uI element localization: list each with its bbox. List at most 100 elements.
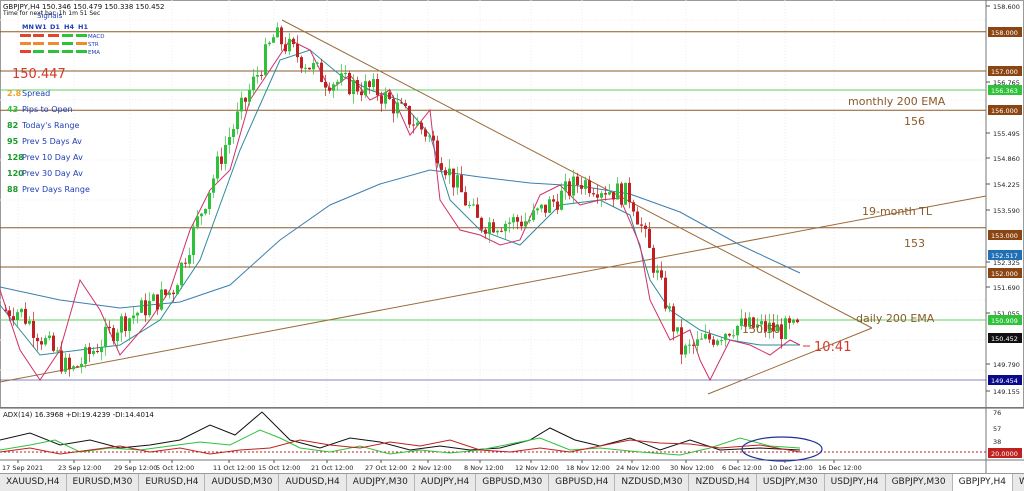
- candle-body: [544, 204, 547, 213]
- time-tick-label: 30 Nov 12:00: [670, 464, 714, 472]
- tab-nzdusd-h4[interactable]: NZDUSD,H4: [689, 474, 757, 491]
- candle-body: [784, 318, 787, 339]
- signal-dash: [48, 50, 59, 53]
- signal-dash: [33, 50, 44, 53]
- candle-body: [60, 350, 63, 372]
- candle-body: [292, 38, 295, 45]
- stat-value: 82: [7, 121, 18, 130]
- time-tick-label: 27 Oct 12:00: [365, 464, 407, 472]
- candle-body: [512, 217, 515, 223]
- candle-body: [500, 230, 503, 232]
- nineteen-month-trendline[interactable]: [0, 195, 987, 383]
- candle-body: [656, 270, 659, 273]
- price-axis-box: [988, 333, 1022, 343]
- candle-body: [336, 81, 339, 85]
- candle-body: [652, 247, 655, 273]
- candle-body: [224, 144, 227, 164]
- candle-body: [616, 183, 619, 200]
- tab-gbpjpy-m30[interactable]: GBPJPY,M30: [886, 474, 953, 491]
- indicator-label-ema: EMA: [88, 50, 100, 56]
- candle-body: [112, 328, 115, 342]
- candle-body: [660, 270, 663, 278]
- price-axis-box: [988, 66, 1022, 76]
- price-axis-box: [988, 268, 1022, 278]
- candle-body: [108, 326, 111, 329]
- price-axis-box: [988, 230, 1022, 240]
- candle-body: [756, 324, 759, 328]
- candle-body: [720, 340, 723, 342]
- tab-ws30-m15[interactable]: WS30,M15: [1013, 474, 1024, 491]
- tab-audusd-h4[interactable]: AUDUSD,H4: [279, 474, 347, 491]
- price-axis-box: [988, 27, 1022, 37]
- timeframe-W1: W1: [35, 23, 47, 31]
- time-tick-label: 15 Oct 12:00: [258, 464, 300, 472]
- stat-label: Prev 5 Days Av: [22, 137, 82, 146]
- candle-body: [4, 310, 7, 312]
- price-tick-label: 158.600: [993, 3, 1020, 11]
- tab-audjpy-h4[interactable]: AUDJPY,H4: [415, 474, 477, 491]
- tab-eurusd-m30[interactable]: EURUSD,M30: [67, 474, 140, 491]
- candle-body: [328, 87, 331, 91]
- tab-audusd-m30[interactable]: AUDUSD,M30: [205, 474, 280, 491]
- candle-body: [368, 81, 371, 87]
- signal-dash: [62, 50, 73, 53]
- level-156-label: 156: [904, 115, 925, 128]
- candle-body: [588, 180, 591, 194]
- candle-body: [636, 211, 639, 225]
- candle-body: [628, 182, 631, 203]
- tab-usdjpy-h4[interactable]: USDJPY,H4: [825, 474, 886, 491]
- candle-body: [584, 180, 587, 189]
- candle-body: [144, 300, 147, 316]
- indicator-label-macd: MACD: [88, 34, 105, 40]
- candle-body: [428, 135, 431, 137]
- tab-xauusd-h4[interactable]: XAUUSD,H4: [0, 474, 67, 491]
- candle-body: [648, 228, 651, 248]
- candle-body: [412, 124, 415, 126]
- monthly-ema-label: monthly 200 EMA: [848, 95, 946, 108]
- time-tick-label: 17 Sep 2021: [2, 464, 43, 472]
- fast-ema-line: [0, 39, 801, 382]
- chart-tabs: XAUUSD,H4 EURUSD,M30 EURUSD,H4 AUDUSD,M30 AU…: [0, 473, 1024, 491]
- price-axis-box: [988, 105, 1022, 115]
- price-axis-box-label: 152.000: [991, 270, 1018, 278]
- candle-body: [136, 312, 139, 316]
- tab-gbpusd-m30[interactable]: GBPUSD,M30: [476, 474, 550, 491]
- candle-body: [572, 176, 575, 196]
- daily-ema-label: daily 200 EMA: [856, 312, 935, 325]
- candle-body: [752, 317, 755, 328]
- tab-nzdusd-m30[interactable]: NZDUSD,M30: [615, 474, 690, 491]
- candle-body: [68, 357, 71, 370]
- tab-gbpusd-h4[interactable]: GBPUSD,H4: [549, 474, 616, 491]
- descending-trendline[interactable]: [281, 19, 873, 329]
- candle-body: [76, 366, 79, 368]
- candle-body: [560, 190, 563, 210]
- tab-audjpy-m30[interactable]: AUDJPY,M30: [347, 474, 415, 491]
- candle-body: [536, 208, 539, 211]
- candle-body: [200, 213, 203, 217]
- level-153-label: 153: [904, 237, 925, 250]
- candle-body: [196, 216, 199, 227]
- candle-body: [676, 327, 679, 332]
- time-tick-label: 8 Nov 12:00: [464, 464, 504, 472]
- candle-body: [452, 168, 455, 188]
- candle-body: [276, 27, 279, 38]
- mid-ema-line: [0, 49, 800, 356]
- candle-body: [176, 285, 179, 295]
- adx-axis-label: 57: [993, 425, 1001, 433]
- tab-eurusd-h4[interactable]: EURUSD,H4: [139, 474, 206, 491]
- tab-gbpjpy-h4[interactable]: GBPJPY,H4: [952, 474, 1013, 491]
- price-axis-box-label: 156.363: [991, 87, 1018, 95]
- candle-body: [492, 222, 495, 233]
- candle-body: [392, 99, 395, 114]
- tab-usdjpy-m30[interactable]: USDJPY,M30: [757, 474, 825, 491]
- candle-body: [620, 183, 623, 205]
- candle-body: [740, 318, 743, 326]
- candle-body: [456, 175, 459, 188]
- candle-body: [732, 335, 735, 337]
- timeframe-D1: D1: [50, 23, 60, 31]
- candle-body: [152, 294, 155, 301]
- candle-body: [348, 72, 351, 95]
- triangle-lower-trendline[interactable]: [707, 327, 873, 395]
- candle-body: [236, 111, 239, 130]
